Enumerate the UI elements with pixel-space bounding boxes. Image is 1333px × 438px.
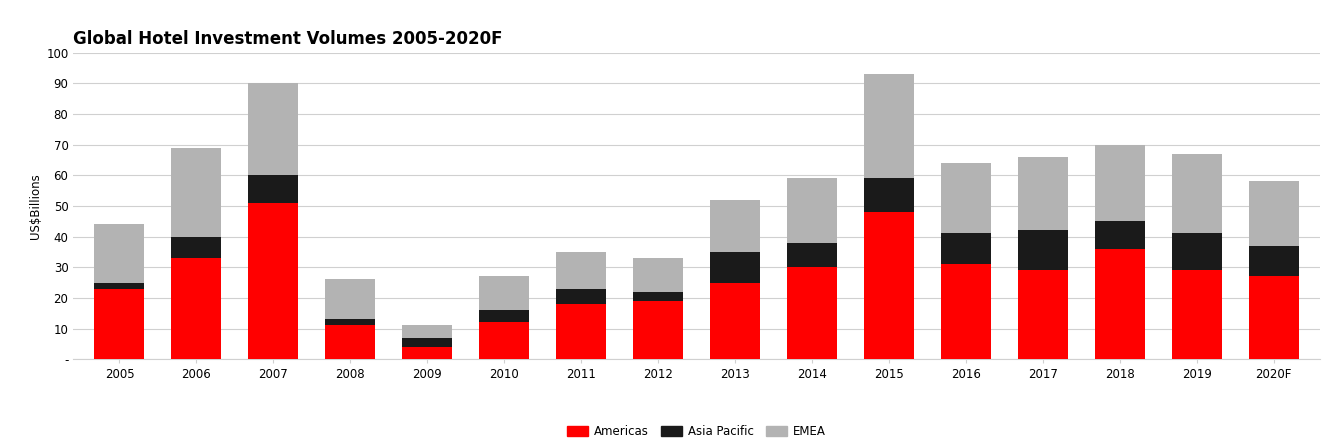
- Bar: [864, 212, 914, 359]
- Bar: [556, 289, 607, 304]
- Bar: [248, 83, 299, 175]
- Bar: [1017, 157, 1068, 230]
- Bar: [248, 175, 299, 203]
- Y-axis label: US$Billions: US$Billions: [29, 173, 43, 239]
- Bar: [479, 322, 529, 359]
- Bar: [1249, 246, 1298, 276]
- Bar: [1094, 145, 1145, 221]
- Bar: [1094, 221, 1145, 249]
- Bar: [1094, 249, 1145, 359]
- Legend: Americas, Asia Pacific, EMEA: Americas, Asia Pacific, EMEA: [563, 420, 830, 438]
- Bar: [95, 224, 144, 283]
- Bar: [864, 178, 914, 212]
- Bar: [172, 237, 221, 258]
- Bar: [1017, 230, 1068, 270]
- Bar: [1172, 154, 1221, 233]
- Bar: [248, 203, 299, 359]
- Bar: [403, 347, 452, 359]
- Bar: [325, 319, 376, 325]
- Bar: [864, 74, 914, 178]
- Bar: [479, 310, 529, 322]
- Bar: [633, 301, 682, 359]
- Bar: [403, 338, 452, 347]
- Bar: [1017, 270, 1068, 359]
- Bar: [941, 163, 990, 233]
- Bar: [95, 283, 144, 289]
- Bar: [556, 252, 607, 289]
- Bar: [325, 279, 376, 319]
- Bar: [710, 283, 760, 359]
- Bar: [1249, 181, 1298, 246]
- Bar: [633, 292, 682, 301]
- Bar: [786, 267, 837, 359]
- Text: Global Hotel Investment Volumes 2005-2020F: Global Hotel Investment Volumes 2005-202…: [73, 30, 503, 48]
- Bar: [941, 233, 990, 264]
- Bar: [710, 252, 760, 283]
- Bar: [172, 258, 221, 359]
- Bar: [172, 148, 221, 237]
- Bar: [786, 243, 837, 267]
- Bar: [325, 325, 376, 359]
- Bar: [1172, 233, 1221, 270]
- Bar: [403, 325, 452, 338]
- Bar: [479, 276, 529, 310]
- Bar: [710, 200, 760, 252]
- Bar: [941, 264, 990, 359]
- Bar: [1249, 276, 1298, 359]
- Bar: [95, 289, 144, 359]
- Bar: [633, 258, 682, 292]
- Bar: [556, 304, 607, 359]
- Bar: [1172, 270, 1221, 359]
- Bar: [786, 178, 837, 243]
